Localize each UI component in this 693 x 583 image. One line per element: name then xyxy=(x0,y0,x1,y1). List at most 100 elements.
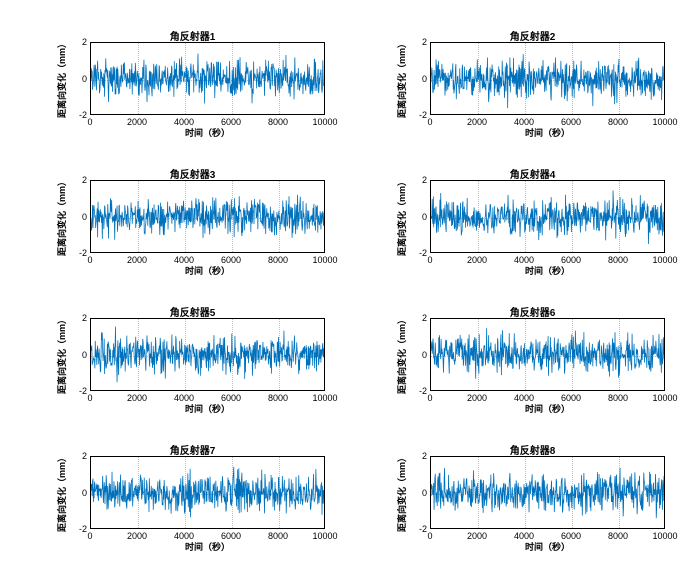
xtick-label: 4000 xyxy=(174,393,194,403)
xtick-label: 10000 xyxy=(652,531,677,541)
xtick-label: 0 xyxy=(427,531,432,541)
ylabel: 距离向变化（mm） xyxy=(54,180,68,253)
ytick-label: 2 xyxy=(410,313,427,323)
signal-line xyxy=(91,181,324,252)
subplot-4: 角反射器4距离向变化（mm）时间（秒）-20202000400060008000… xyxy=(400,180,665,275)
ytick-label: 2 xyxy=(410,175,427,185)
ytick-label: -2 xyxy=(70,386,87,396)
signal-line xyxy=(91,319,324,390)
xtick-label: 4000 xyxy=(514,117,534,127)
subplot-title: 角反射器5 xyxy=(60,304,325,319)
xtick-label: 4000 xyxy=(514,255,534,265)
xtick-label: 6000 xyxy=(561,255,581,265)
xlabel: 时间（秒） xyxy=(90,540,325,553)
ytick-label: -2 xyxy=(70,524,87,534)
ytick-label: 2 xyxy=(70,175,87,185)
signal-line xyxy=(91,457,324,528)
xtick-label: 4000 xyxy=(174,117,194,127)
ylabel: 距离向变化（mm） xyxy=(54,456,68,529)
plot-area xyxy=(90,318,325,391)
xtick-label: 8000 xyxy=(268,531,288,541)
xtick-label: 0 xyxy=(427,117,432,127)
plot-area xyxy=(430,318,665,391)
xtick-label: 4000 xyxy=(174,255,194,265)
ytick-label: -2 xyxy=(70,110,87,120)
subplot-3: 角反射器3距离向变化（mm）时间（秒）-20202000400060008000… xyxy=(60,180,325,275)
ytick-label: 0 xyxy=(410,74,427,84)
xlabel: 时间（秒） xyxy=(90,264,325,277)
signal-line xyxy=(91,43,324,114)
xtick-label: 10000 xyxy=(312,393,337,403)
ytick-label: 2 xyxy=(410,37,427,47)
xtick-label: 8000 xyxy=(268,393,288,403)
xlabel: 时间（秒） xyxy=(430,126,665,139)
ytick-label: -2 xyxy=(410,110,427,120)
subplot-5: 角反射器5距离向变化（mm）时间（秒）-20202000400060008000… xyxy=(60,318,325,413)
xtick-label: 0 xyxy=(87,393,92,403)
xlabel: 时间（秒） xyxy=(430,540,665,553)
xlabel: 时间（秒） xyxy=(90,126,325,139)
xtick-label: 2000 xyxy=(127,255,147,265)
xtick-label: 6000 xyxy=(561,531,581,541)
xtick-label: 2000 xyxy=(127,531,147,541)
plot-area xyxy=(430,42,665,115)
plot-area xyxy=(90,456,325,529)
ytick-label: 2 xyxy=(410,451,427,461)
ylabel: 距离向变化（mm） xyxy=(54,42,68,115)
signal-line xyxy=(431,457,664,528)
ytick-label: 0 xyxy=(70,488,87,498)
subplot-title: 角反射器6 xyxy=(400,304,665,319)
xtick-label: 8000 xyxy=(608,531,628,541)
ytick-label: 2 xyxy=(70,37,87,47)
ytick-label: -2 xyxy=(70,248,87,258)
plot-area xyxy=(430,456,665,529)
xlabel: 时间（秒） xyxy=(430,264,665,277)
xtick-label: 4000 xyxy=(514,393,534,403)
xtick-label: 4000 xyxy=(174,531,194,541)
subplot-2: 角反射器2距离向变化（mm）时间（秒）-20202000400060008000… xyxy=(400,42,665,137)
subplot-8: 角反射器8距离向变化（mm）时间（秒）-20202000400060008000… xyxy=(400,456,665,551)
ytick-label: 0 xyxy=(70,74,87,84)
xtick-label: 0 xyxy=(87,117,92,127)
subplot-title: 角反射器8 xyxy=(400,442,665,457)
ytick-label: 0 xyxy=(70,212,87,222)
subplot-title: 角反射器3 xyxy=(60,166,325,181)
xtick-label: 6000 xyxy=(561,393,581,403)
xlabel: 时间（秒） xyxy=(430,402,665,415)
xtick-label: 6000 xyxy=(221,117,241,127)
subplot-title: 角反射器2 xyxy=(400,28,665,43)
xtick-label: 0 xyxy=(87,531,92,541)
ytick-label: 0 xyxy=(410,488,427,498)
ylabel: 距离向变化（mm） xyxy=(54,318,68,391)
xlabel: 时间（秒） xyxy=(90,402,325,415)
xtick-label: 8000 xyxy=(608,255,628,265)
xtick-label: 8000 xyxy=(608,117,628,127)
xtick-label: 2000 xyxy=(467,393,487,403)
ylabel: 距离向变化（mm） xyxy=(394,318,408,391)
xtick-label: 6000 xyxy=(221,531,241,541)
ylabel: 距离向变化（mm） xyxy=(394,180,408,253)
ytick-label: 2 xyxy=(70,313,87,323)
xtick-label: 10000 xyxy=(652,393,677,403)
subplot-7: 角反射器7距离向变化（mm）时间（秒）-20202000400060008000… xyxy=(60,456,325,551)
subplot-title: 角反射器1 xyxy=(60,28,325,43)
xtick-label: 6000 xyxy=(221,393,241,403)
xtick-label: 8000 xyxy=(268,255,288,265)
xtick-label: 10000 xyxy=(652,255,677,265)
xtick-label: 2000 xyxy=(127,393,147,403)
ytick-label: 2 xyxy=(70,451,87,461)
plot-area xyxy=(90,180,325,253)
ylabel: 距离向变化（mm） xyxy=(394,42,408,115)
ytick-label: -2 xyxy=(410,524,427,534)
xtick-label: 10000 xyxy=(652,117,677,127)
xtick-label: 10000 xyxy=(312,255,337,265)
xtick-label: 0 xyxy=(427,393,432,403)
signal-line xyxy=(431,43,664,114)
ylabel: 距离向变化（mm） xyxy=(394,456,408,529)
plot-area xyxy=(430,180,665,253)
subplot-title: 角反射器7 xyxy=(60,442,325,457)
ytick-label: 0 xyxy=(410,350,427,360)
xtick-label: 0 xyxy=(87,255,92,265)
xtick-label: 8000 xyxy=(608,393,628,403)
xtick-label: 10000 xyxy=(312,117,337,127)
